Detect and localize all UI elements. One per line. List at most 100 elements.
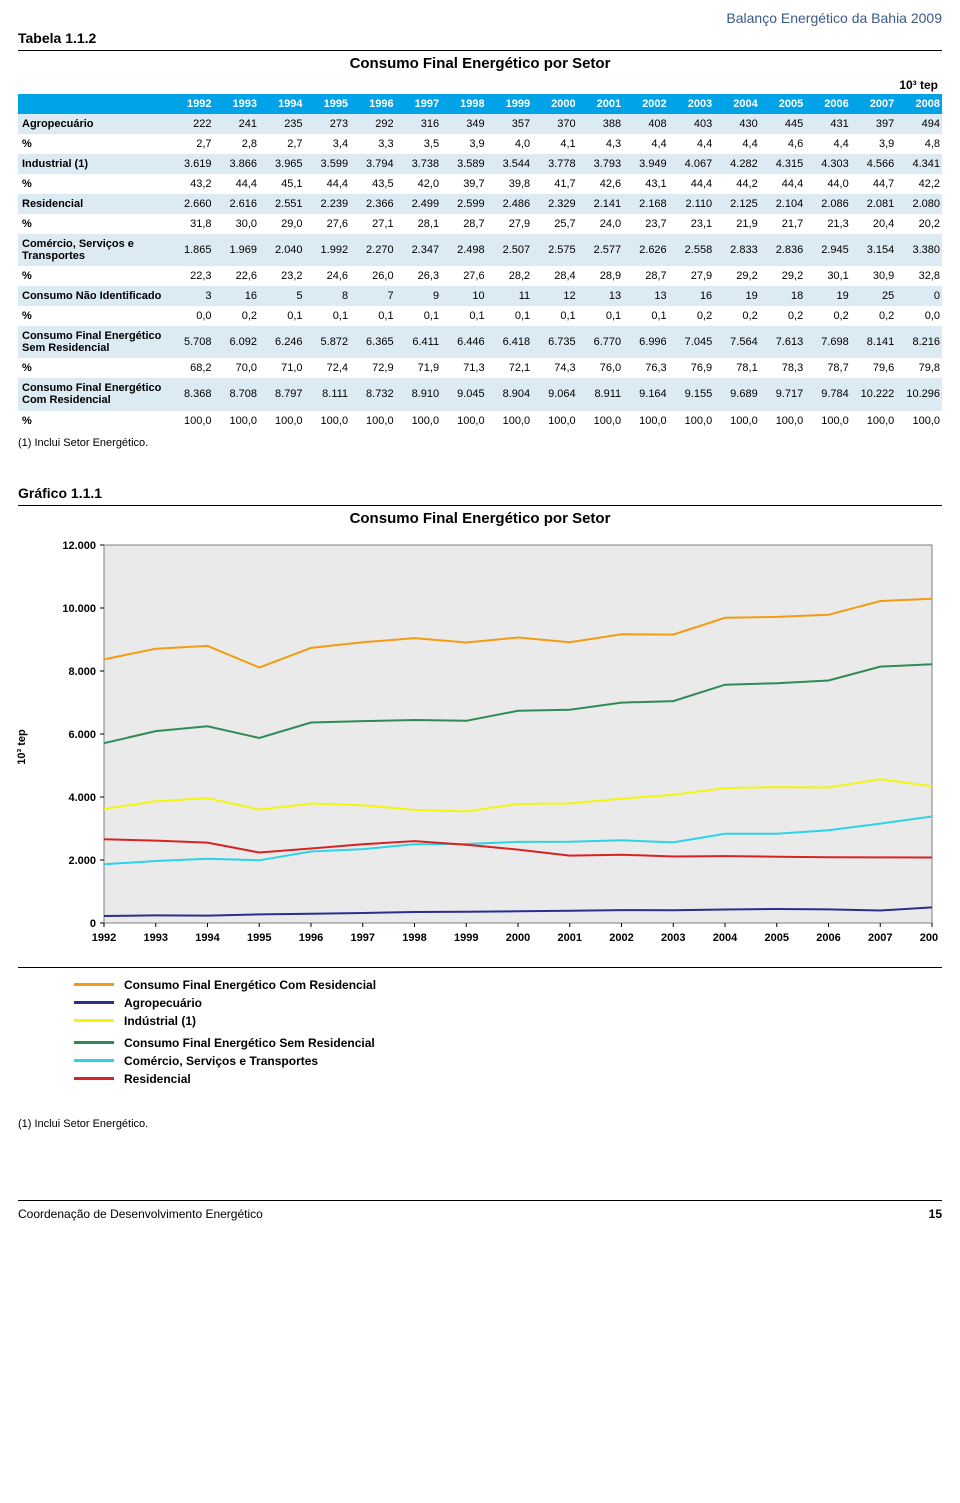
table-cell: 20,2 bbox=[896, 214, 942, 234]
table-cell: 0,1 bbox=[532, 306, 578, 326]
legend-swatch bbox=[74, 983, 114, 986]
table-cell: 7.613 bbox=[760, 326, 806, 358]
table-cell: 2.833 bbox=[714, 234, 760, 266]
table-cell: 31,8 bbox=[168, 214, 214, 234]
table-year-header: 2002 bbox=[623, 94, 669, 114]
chart-area: 10³ tep 02.0004.0006.0008.00010.00012.00… bbox=[48, 537, 942, 957]
line-chart: 02.0004.0006.0008.00010.00012.0001992199… bbox=[48, 537, 938, 957]
table-cell: 6.735 bbox=[532, 326, 578, 358]
table-cell: 2.086 bbox=[805, 194, 851, 214]
table-cell: 5.872 bbox=[305, 326, 351, 358]
table-cell: 21,7 bbox=[760, 214, 806, 234]
table-cell: 8.797 bbox=[259, 378, 305, 410]
y-tick-label: 6.000 bbox=[68, 729, 96, 741]
x-tick-label: 2000 bbox=[506, 932, 530, 944]
table-cell: 100,0 bbox=[441, 411, 487, 431]
chart-footnote: (1) Inclui Setor Energético. bbox=[18, 1118, 942, 1130]
table-cell: 3.949 bbox=[623, 154, 669, 174]
table-cell: 3,4 bbox=[305, 134, 351, 154]
x-tick-label: 1998 bbox=[402, 932, 426, 944]
table-year-header: 2006 bbox=[805, 94, 851, 114]
table-cell: 10 bbox=[441, 286, 487, 306]
page-footer: Coordenação de Desenvolvimento Energétic… bbox=[18, 1200, 942, 1221]
table-cell: 43,1 bbox=[623, 174, 669, 194]
table-cell: 13 bbox=[623, 286, 669, 306]
table-cell: 0,2 bbox=[760, 306, 806, 326]
x-tick-label: 2001 bbox=[558, 932, 582, 944]
table-cell: 100,0 bbox=[214, 411, 260, 431]
table-cell: 100,0 bbox=[259, 411, 305, 431]
table-cell: 28,7 bbox=[441, 214, 487, 234]
table-cell: 357 bbox=[487, 114, 533, 134]
table-cell: 9.045 bbox=[441, 378, 487, 410]
table-cell: 44,2 bbox=[714, 174, 760, 194]
table-cell: 20,4 bbox=[851, 214, 897, 234]
table-cell: 3.738 bbox=[396, 154, 442, 174]
table-cell: 2.577 bbox=[578, 234, 624, 266]
table-cell: 10.296 bbox=[896, 378, 942, 410]
table-cell: 23,2 bbox=[259, 266, 305, 286]
table-cell: 44,0 bbox=[805, 174, 851, 194]
legend-label: Comércio, Serviços e Transportes bbox=[124, 1054, 318, 1068]
table-year-header: 1992 bbox=[168, 94, 214, 114]
table-cell: 0,2 bbox=[669, 306, 715, 326]
table-cell: 9.064 bbox=[532, 378, 578, 410]
table-cell: 2.270 bbox=[350, 234, 396, 266]
table-cell: 2,8 bbox=[214, 134, 260, 154]
table-cell: 7.698 bbox=[805, 326, 851, 358]
table-cell: 397 bbox=[851, 114, 897, 134]
table-cell: 2.125 bbox=[714, 194, 760, 214]
table-cell: 3.866 bbox=[214, 154, 260, 174]
x-tick-label: 2008 bbox=[920, 932, 938, 944]
y-tick-label: 4.000 bbox=[68, 792, 96, 804]
table-cell: 28,2 bbox=[487, 266, 533, 286]
table-row-label: Consumo Final Energético Com Residencial bbox=[18, 378, 168, 410]
table-cell: 4,4 bbox=[714, 134, 760, 154]
table-cell: 22,3 bbox=[168, 266, 214, 286]
table-cell: 100,0 bbox=[350, 411, 396, 431]
table-cell: 3,3 bbox=[350, 134, 396, 154]
table-cell: 3.778 bbox=[532, 154, 578, 174]
table-cell: 316 bbox=[396, 114, 442, 134]
table-year-header: 2005 bbox=[760, 94, 806, 114]
table-cell: 1.969 bbox=[214, 234, 260, 266]
x-tick-label: 1997 bbox=[351, 932, 375, 944]
table-cell: 39,8 bbox=[487, 174, 533, 194]
table-cell: 8.911 bbox=[578, 378, 624, 410]
table-cell: 3.599 bbox=[305, 154, 351, 174]
table-row-label: % bbox=[18, 174, 168, 194]
y-tick-label: 0 bbox=[90, 918, 96, 930]
table-cell: 16 bbox=[669, 286, 715, 306]
y-tick-label: 8.000 bbox=[68, 666, 96, 678]
table-cell: 28,7 bbox=[623, 266, 669, 286]
table-cell: 0,1 bbox=[441, 306, 487, 326]
y-tick-label: 2.000 bbox=[68, 855, 96, 867]
legend-item: Indústrial (1) bbox=[74, 1014, 514, 1028]
table-cell: 2.599 bbox=[441, 194, 487, 214]
table-row-label: % bbox=[18, 411, 168, 431]
table-cell: 8.111 bbox=[305, 378, 351, 410]
table-cell: 100,0 bbox=[532, 411, 578, 431]
divider bbox=[18, 505, 942, 506]
table-cell: 273 bbox=[305, 114, 351, 134]
table-unit: 10³ tep bbox=[18, 78, 938, 92]
table-cell: 72,9 bbox=[350, 358, 396, 378]
table-cell: 0,1 bbox=[487, 306, 533, 326]
legend-swatch bbox=[74, 1019, 114, 1022]
table-cell: 2.347 bbox=[396, 234, 442, 266]
table-row-label: Residencial bbox=[18, 194, 168, 214]
data-table: 1992199319941995199619971998199920002001… bbox=[18, 94, 942, 431]
divider bbox=[18, 967, 942, 968]
table-cell: 8.141 bbox=[851, 326, 897, 358]
table-cell: 11 bbox=[487, 286, 533, 306]
table-cell: 2,7 bbox=[259, 134, 305, 154]
table-cell: 44,4 bbox=[214, 174, 260, 194]
table-cell: 76,3 bbox=[623, 358, 669, 378]
legend-swatch bbox=[74, 1001, 114, 1004]
table-year-header: 2003 bbox=[669, 94, 715, 114]
table-cell: 8.910 bbox=[396, 378, 442, 410]
table-cell: 6.365 bbox=[350, 326, 396, 358]
legend-label: Residencial bbox=[124, 1072, 191, 1086]
table-cell: 79,8 bbox=[896, 358, 942, 378]
table-cell: 2.080 bbox=[896, 194, 942, 214]
